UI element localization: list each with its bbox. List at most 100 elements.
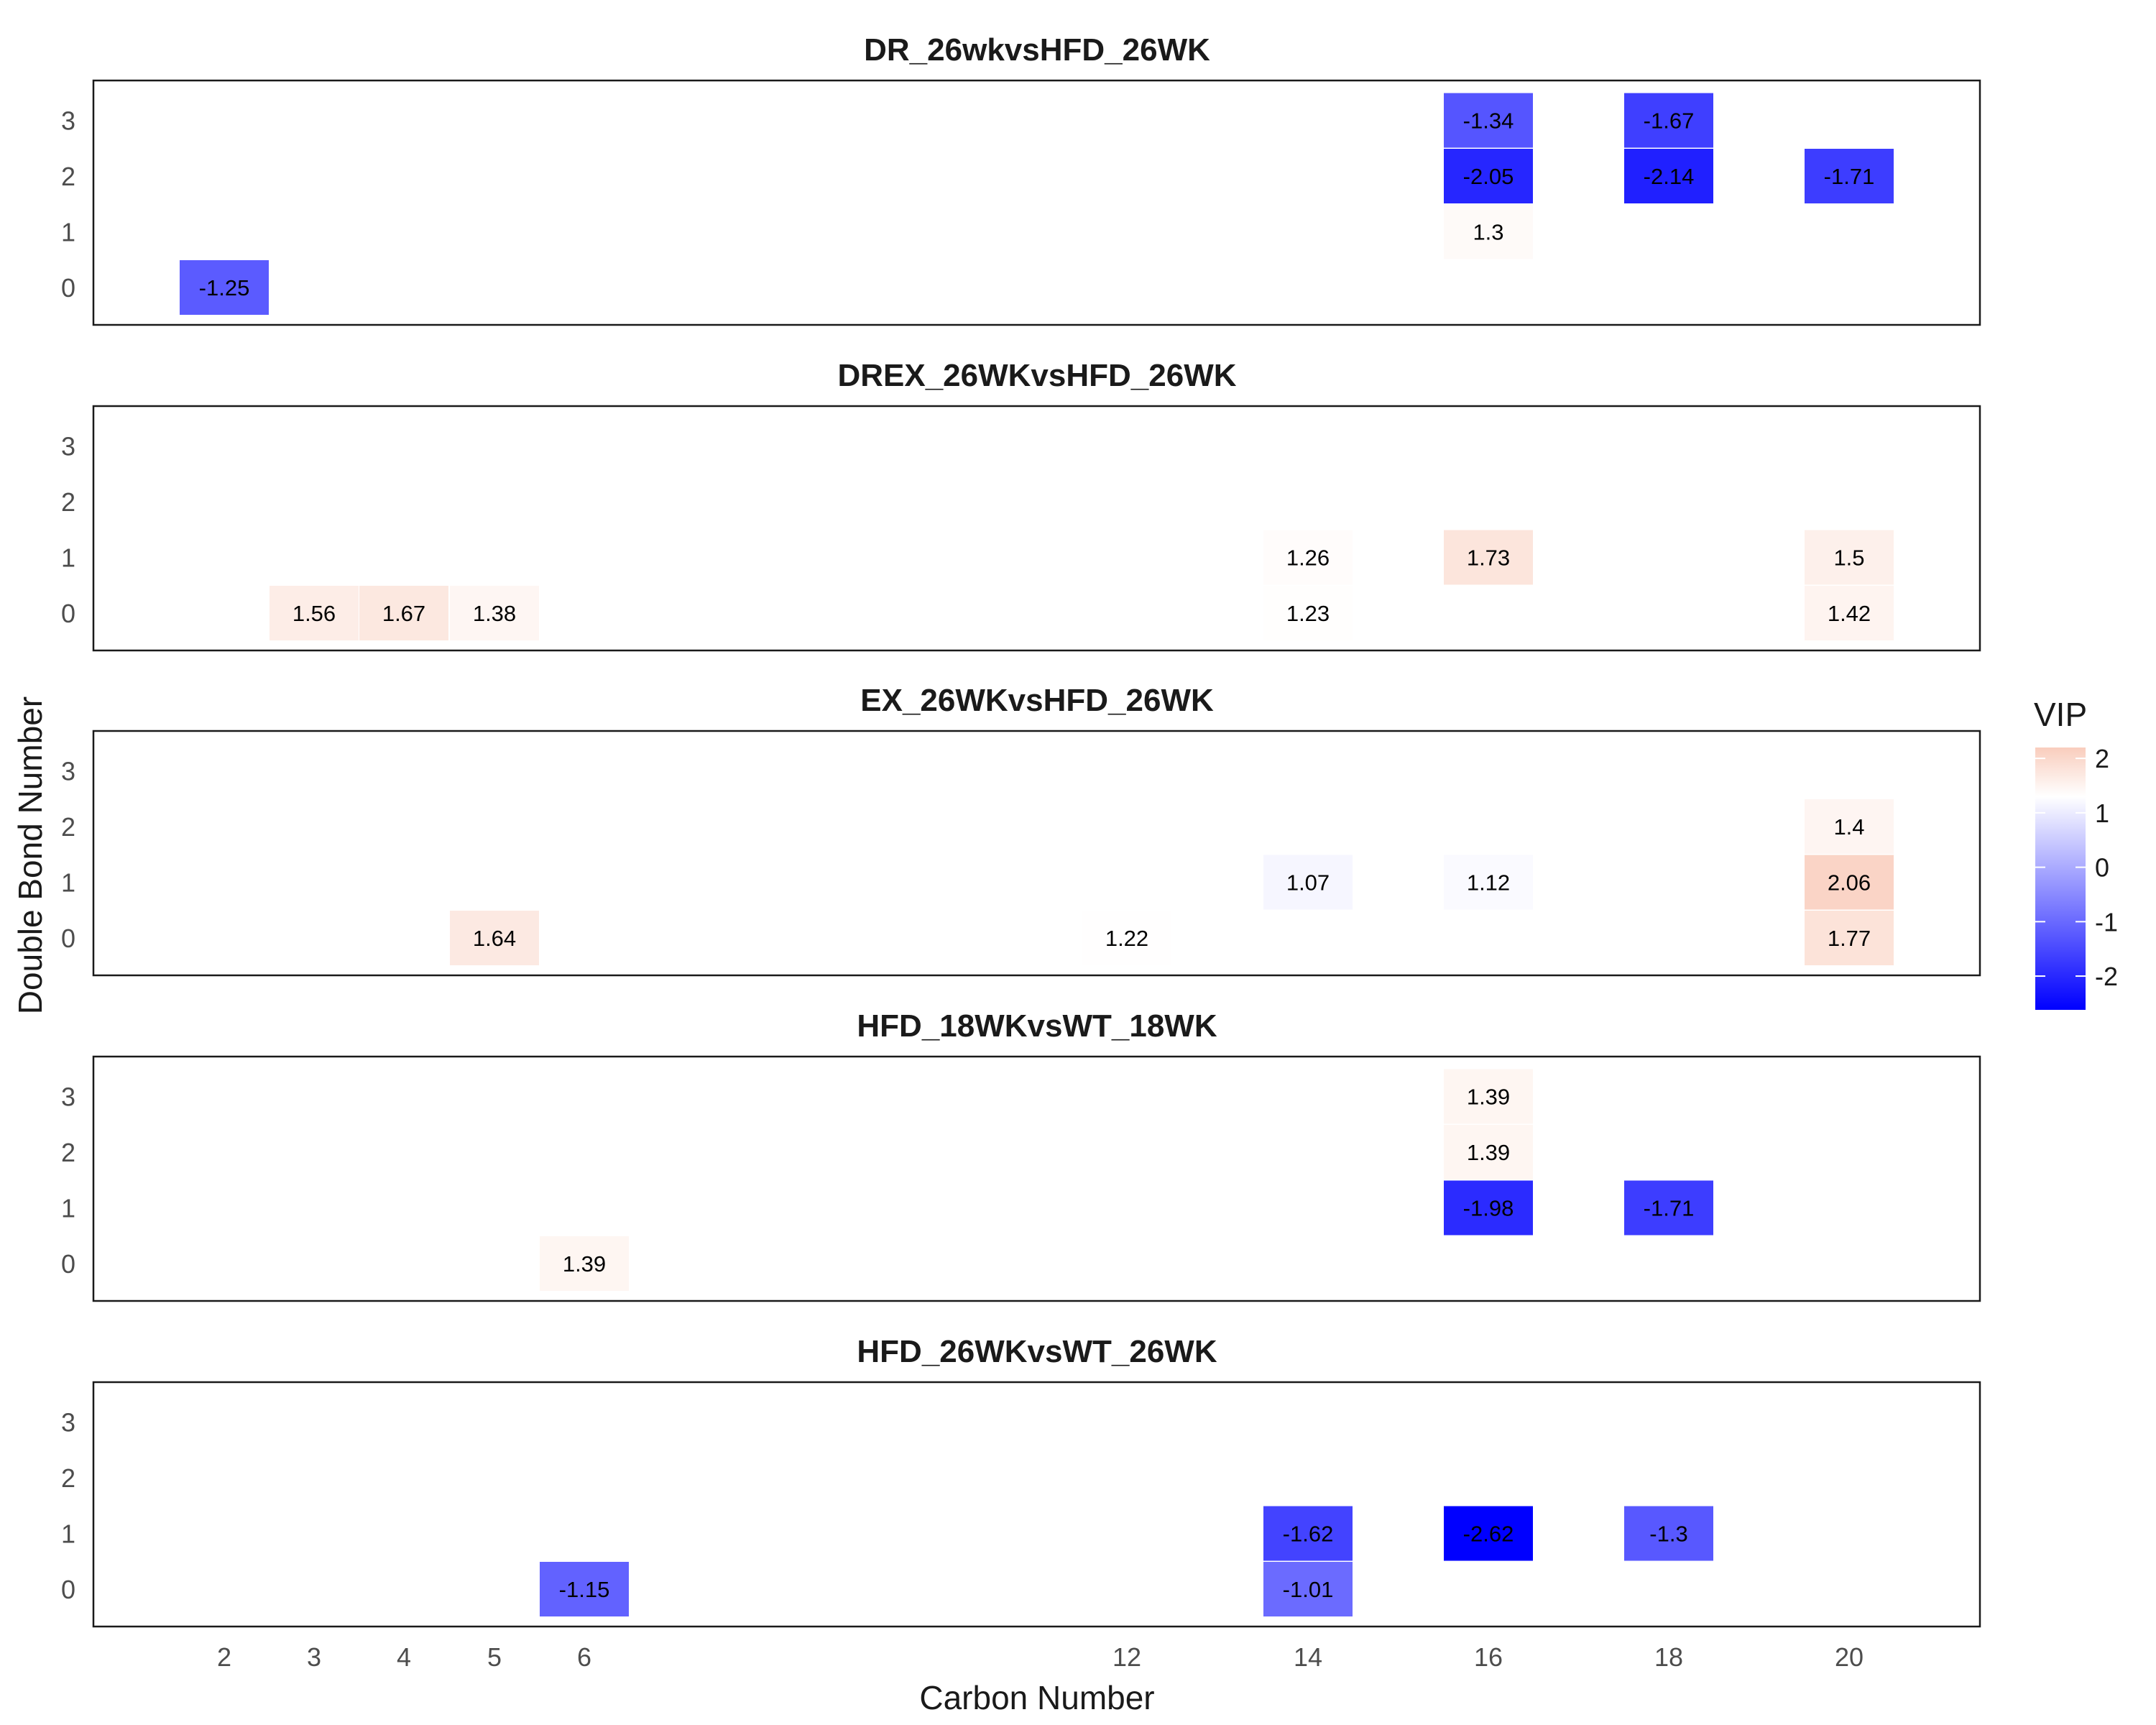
cell-value-label: 1.39 [1467, 1140, 1510, 1165]
cell-value-label: -2.62 [1463, 1522, 1514, 1547]
cell-value-label: -1.3 [1649, 1522, 1687, 1547]
heatmap-cell [1804, 910, 1894, 966]
heatmap-cell [1804, 585, 1894, 641]
cell-value-label: 1.12 [1467, 870, 1510, 896]
y-tick-label: 1 [61, 543, 75, 573]
cell-value-label: -1.25 [199, 275, 250, 300]
panel-border [92, 79, 1981, 326]
panels-layer: DR_26wkvsHFD_26WK -1.34 -1.67 -2.05 -2.14 -1.… [61, 32, 1981, 1628]
cell-value-label: 1.73 [1467, 546, 1510, 571]
panel-title: HFD_26WKvsWT_26WK [857, 1334, 1217, 1369]
heatmap-cell [449, 910, 540, 966]
heatmap-cell [1443, 203, 1534, 260]
x-tick-label: 16 [1474, 1642, 1503, 1672]
heatmap-cell [1082, 910, 1172, 966]
panel: HFD_26WKvsWT_26WK -1.62 -2.62 -1.3 -1.15 -1.0… [61, 1334, 1981, 1628]
heatmap-cell [1443, 92, 1534, 149]
cell-value-label: -1.67 [1644, 109, 1695, 134]
heatmap-cell [1443, 1505, 1534, 1562]
heatmap-cell [1263, 1505, 1353, 1562]
legend-tick-label: 1 [2095, 799, 2109, 828]
heatmap-cell [1443, 148, 1534, 204]
cell-value-label: 1.5 [1833, 546, 1864, 571]
cell-value-label: -2.14 [1644, 164, 1695, 189]
heatmap-cell [1443, 529, 1534, 586]
heatmap-cell [1623, 1179, 1714, 1236]
panel: EX_26WKvsHFD_26WK 1.4 1.07 1.12 2.06 1.64 1.22… [61, 683, 1981, 977]
y-tick-label: 1 [61, 1519, 75, 1549]
vip-legend: VIP 2 1 0 -1 -2 [2034, 696, 2118, 1010]
cell-value-label: 1.42 [1828, 601, 1871, 626]
heatmap-cell [539, 1236, 630, 1292]
heatmap-cell [269, 585, 359, 641]
x-tick-label: 6 [577, 1642, 591, 1672]
cell-value-label: 1.07 [1286, 870, 1330, 896]
cell-value-label: -1.98 [1463, 1196, 1514, 1221]
legend-colorbar [2035, 748, 2086, 1010]
legend-tick-label: -1 [2095, 907, 2118, 937]
y-tick-label: 1 [61, 218, 75, 247]
heatmap-cell [1443, 854, 1534, 911]
legend-tick-label: 0 [2095, 853, 2109, 883]
y-tick-label: 3 [61, 1082, 75, 1112]
y-tick-label: 2 [61, 812, 75, 842]
cell-value-label: 1.23 [1286, 601, 1330, 626]
legend-tick-label: -2 [2095, 962, 2118, 991]
heatmap-cell [1263, 585, 1353, 641]
legend-ticks: 2 1 0 -1 -2 [2035, 744, 2118, 991]
y-tick-label: 0 [61, 1249, 75, 1279]
x-axis-title: Carbon Number [919, 1679, 1154, 1716]
heatmap-cell [359, 585, 449, 641]
y-tick-label: 0 [61, 273, 75, 303]
legend-tick-label: 2 [2095, 744, 2109, 773]
heatmap-cell [539, 1561, 630, 1617]
heatmap-cell [1263, 1561, 1353, 1617]
cell-value-label: -1.71 [1824, 164, 1875, 189]
heatmap-cell [1263, 529, 1353, 586]
cell-value-label: -1.34 [1463, 109, 1514, 134]
panel-border [92, 730, 1981, 977]
cell-value-label: 1.26 [1286, 546, 1330, 571]
y-axis-title: Double Bond Number [11, 696, 49, 1014]
x-tick-label: 12 [1112, 1642, 1141, 1672]
y-tick-label: 0 [61, 924, 75, 953]
panel-border [92, 1381, 1981, 1628]
panel: DREX_26WKvsHFD_26WK 1.26 1.73 1.5 1.56 1.67 1.… [61, 358, 1981, 652]
y-tick-label: 1 [61, 868, 75, 898]
y-tick-label: 2 [61, 487, 75, 517]
cell-value-label: -2.05 [1463, 164, 1514, 189]
heatmap-cell [1263, 854, 1353, 911]
y-tick-label: 2 [61, 1138, 75, 1167]
y-tick-label: 1 [61, 1194, 75, 1223]
heatmap-cell [1623, 1505, 1714, 1562]
panel-title: HFD_18WKvsWT_18WK [857, 1008, 1217, 1044]
cell-value-label: 1.38 [473, 601, 516, 626]
heatmap-cell [449, 585, 540, 641]
heatmap-cell [1623, 148, 1714, 204]
y-tick-label: 2 [61, 1463, 75, 1493]
heatmap-cell [1443, 1124, 1534, 1180]
panel: HFD_18WKvsWT_18WK 1.39 1.39 -1.98 -1.71 1.39 0… [61, 1008, 1981, 1302]
y-tick-label: 3 [61, 757, 75, 786]
panel-title: DR_26wkvsHFD_26WK [864, 32, 1210, 68]
x-tick-label: 4 [397, 1642, 411, 1672]
cell-value-label: 1.22 [1105, 926, 1148, 951]
x-tick-label: 2 [217, 1642, 231, 1672]
x-tick-label: 3 [307, 1642, 321, 1672]
cell-value-label: 1.39 [563, 1251, 606, 1276]
cell-value-label: 1.56 [292, 601, 336, 626]
heatmap-cell [1623, 92, 1714, 149]
cell-value-label: 1.4 [1833, 814, 1864, 840]
heatmap-cell [1804, 799, 1894, 855]
cell-value-label: -1.15 [559, 1577, 610, 1602]
y-tick-label: 2 [61, 162, 75, 191]
panel-title: DREX_26WKvsHFD_26WK [837, 358, 1236, 393]
cell-value-label: -1.01 [1283, 1577, 1334, 1602]
panel-border [92, 405, 1981, 652]
cell-value-label: -1.62 [1283, 1522, 1334, 1547]
legend-title: VIP [2034, 696, 2087, 733]
panel-border [92, 1055, 1981, 1302]
cell-value-label: 1.67 [382, 601, 425, 626]
y-tick-label: 3 [61, 106, 75, 136]
heatmap-cell [1804, 854, 1894, 911]
